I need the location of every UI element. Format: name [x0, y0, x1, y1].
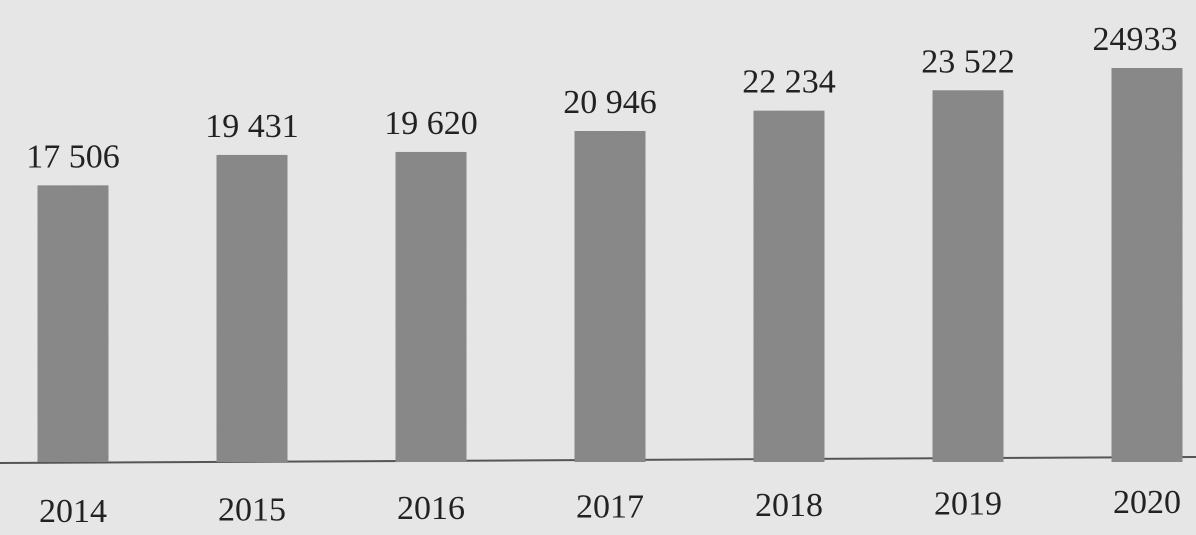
bar [753, 110, 825, 462]
x-tick-label: 2018 [755, 487, 823, 524]
value-label: 19 431 [205, 108, 299, 145]
bar [216, 154, 288, 463]
x-tick-label: 2017 [576, 489, 644, 526]
x-tick-label: 2020 [1113, 484, 1181, 521]
x-tick-label: 2014 [39, 493, 107, 530]
value-label: 22 234 [742, 64, 836, 101]
x-tick-label: 2016 [397, 490, 465, 527]
value-label: 23 522 [921, 43, 1015, 80]
value-label: 19 620 [384, 105, 478, 142]
bar [37, 185, 109, 462]
bar [395, 151, 467, 462]
x-tick-label: 2015 [218, 492, 286, 529]
value-label: 17 506 [26, 138, 120, 175]
value-label: 24933 [1093, 21, 1178, 58]
value-label: 20 946 [563, 84, 657, 121]
bar [1111, 68, 1183, 462]
bar [574, 131, 646, 462]
bar [932, 90, 1004, 462]
x-tick-label: 2019 [934, 486, 1002, 523]
